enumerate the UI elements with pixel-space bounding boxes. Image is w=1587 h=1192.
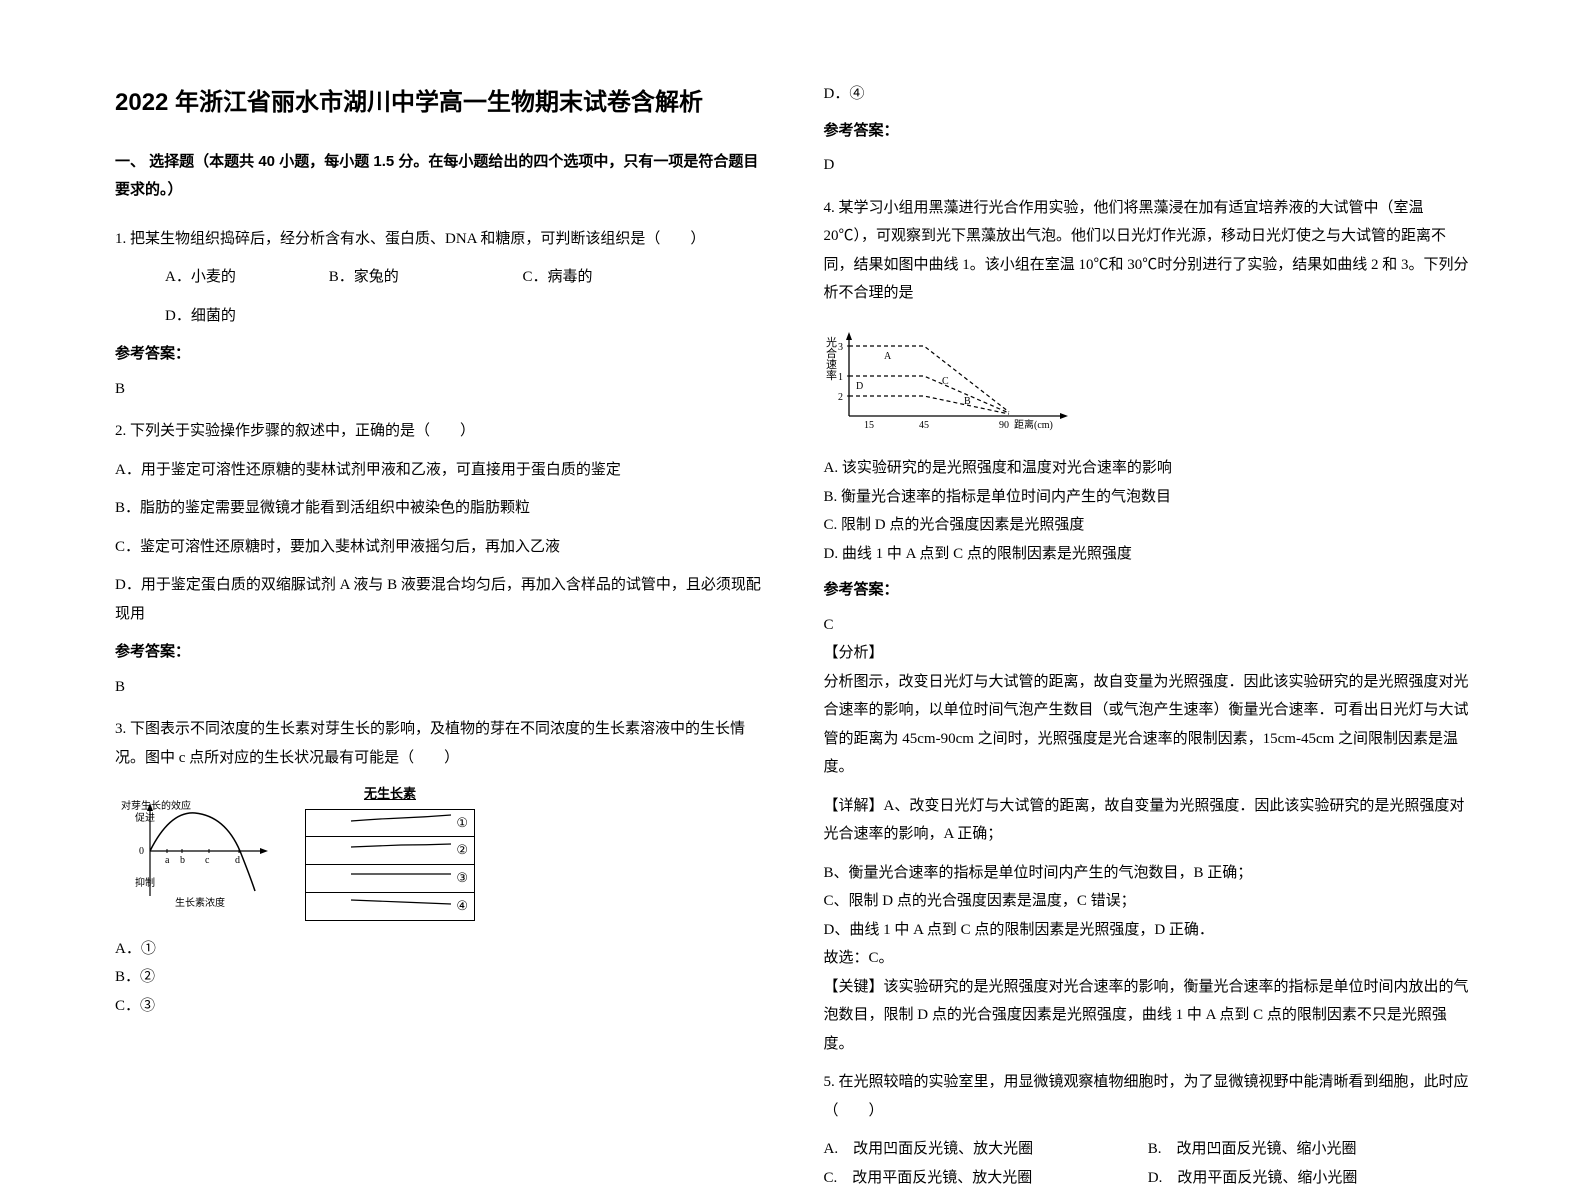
svg-text:A: A	[884, 351, 892, 362]
q4-series-1	[849, 376, 1009, 413]
svg-text:3: 3	[838, 342, 843, 353]
q1-opt-d: D．细菌的	[115, 302, 236, 331]
q3-opt-d: D．④	[824, 80, 1473, 109]
q4-light-chart: 光合速率 3 1 2 D 15 45 90 距离(cm) A C B	[824, 326, 1084, 436]
q3-row2: ②	[305, 837, 475, 865]
q2-text: 2. 下列关于实验操作步骤的叙述中，正确的是（ ）	[115, 417, 764, 446]
q2-opt-b: B．脂肪的鉴定需要显微镜才能看到活组织中被染色的脂肪颗粒	[115, 494, 764, 523]
svg-text:45: 45	[919, 420, 929, 431]
q3-xa: a	[165, 855, 170, 866]
q3-text: 3. 下图表示不同浓度的生长素对芽生长的影响，及植物的芽在不同浓度的生长素溶液中…	[115, 715, 764, 772]
q4-analysis-head: 【分析】	[824, 639, 1473, 668]
q2-answer-label: 参考答案：	[115, 638, 764, 667]
right-column: D．④ 参考答案： D 4. 某学习小组用黑藻进行光合作用实验，他们将黑藻浸在加…	[794, 80, 1488, 1082]
q1-options-row1: A．小麦的 B．家兔的 C．病毒的	[115, 263, 764, 292]
sprout-3-icon	[346, 866, 456, 878]
q3-opt-a: A．①	[115, 935, 764, 964]
svg-text:距离(cm): 距离(cm)	[1014, 418, 1053, 431]
q4-detail-b: B、衡量光合速率的指标是单位时间内产生的气泡数目，B 正确；	[824, 859, 1473, 888]
q4-analysis: 分析图示，改变日光灯与大试管的距离，故自变量为光照强度．因此该实验研究的是光照强…	[824, 668, 1473, 782]
q5-row1: A. 改用凹面反光镜、放大光圈 B. 改用凹面反光镜、缩小光圈	[824, 1135, 1473, 1164]
section-1-heading: 一、 选择题（本题共 40 小题，每小题 1.5 分。在每小题给出的四个选项中，…	[115, 148, 764, 205]
sprout-4-icon	[346, 894, 456, 906]
svg-text:1: 1	[838, 372, 843, 383]
q4-detail-head: 【详解】A、改变日光灯与大试管的距离，故自变量为光照强度．因此该实验研究的是光照…	[824, 792, 1473, 849]
q3-opt-b: B．②	[115, 963, 764, 992]
q2-answer: B	[115, 673, 764, 702]
q3-answer: D	[824, 151, 1473, 180]
q2-opt-c: C．鉴定可溶性还原糖时，要加入斐林试剂甲液摇匀后，再加入乙液	[115, 533, 764, 562]
q1-answer: B	[115, 375, 764, 404]
page-title: 2022 年浙江省丽水市湖川中学高一生物期末试卷含解析	[115, 80, 764, 126]
q3-ylabel-bot: 抑制	[135, 876, 155, 889]
q5-opt-c: C. 改用平面反光镜、放大光圈	[824, 1164, 1148, 1192]
q3-xb: b	[180, 855, 185, 866]
q4-detail-c: C、限制 D 点的光合强度因素是温度，C 错误；	[824, 887, 1473, 916]
q4-detail-d: D、曲线 1 中 A 点到 C 点的限制因素是光照强度，D 正确．	[824, 916, 1473, 945]
q3-row1: ①	[305, 809, 475, 838]
q3-figure-row: 对芽生长的效应 促进 0 抑制 a b c d 生长素浓度 无生长素	[115, 782, 764, 920]
q3-growth-chart: 对芽生长的效应 促进 0 抑制 a b c d 生长素浓度	[115, 791, 275, 911]
q5-text: 5. 在光照较暗的实验室里，用显微镜观察植物细胞时，为了显微镜视野中能清晰看到细…	[824, 1068, 1473, 1125]
svg-text:15: 15	[864, 420, 874, 431]
q4-opt-b: B. 衡量光合速率的指标是单位时间内产生的气泡数目	[824, 483, 1473, 512]
q3-row4: ④	[305, 893, 475, 921]
q5-opt-a: A. 改用凹面反光镜、放大光圈	[824, 1135, 1148, 1164]
svg-text:B: B	[964, 396, 971, 407]
q1-options-row2: D．细菌的	[115, 302, 764, 331]
q3-answer-label: 参考答案：	[824, 117, 1473, 146]
q1-answer-label: 参考答案：	[115, 340, 764, 369]
q4-conclude: 故选：C。	[824, 944, 1473, 973]
q1-opt-a: A．小麦的	[115, 263, 325, 292]
q3-xc: c	[205, 855, 210, 866]
q4-opt-d: D. 曲线 1 中 A 点到 C 点的限制因素是光照强度	[824, 540, 1473, 569]
q4-answer-label: 参考答案：	[824, 576, 1473, 605]
q1-text: 1. 把某生物组织捣碎后，经分析含有水、蛋白质、DNA 和糖原，可判断该组织是（…	[115, 225, 764, 254]
q5-opt-d: D. 改用平面反光镜、缩小光圈	[1148, 1164, 1472, 1192]
q5-row2: C. 改用平面反光镜、放大光圈 D. 改用平面反光镜、缩小光圈	[824, 1164, 1473, 1192]
q2-opt-d: D．用于鉴定蛋白质的双缩脲试剂 A 液与 B 液要混合均匀后，再加入含样品的试管…	[115, 571, 764, 628]
q5-opt-b: B. 改用凹面反光镜、缩小光圈	[1148, 1135, 1472, 1164]
q4-answer: C	[824, 611, 1473, 640]
q4-series-2	[849, 396, 1009, 414]
q3-opt-c: C．③	[115, 992, 764, 1021]
svg-text:C: C	[942, 376, 949, 387]
svg-text:90: 90	[999, 420, 1009, 431]
q3-hormone-table: 无生长素 ① ② ③ ④	[305, 782, 475, 920]
left-column: 2022 年浙江省丽水市湖川中学高一生物期末试卷含解析 一、 选择题（本题共 4…	[100, 80, 794, 1082]
q3-row3: ③	[305, 865, 475, 893]
q3-table-head: 无生长素	[305, 782, 475, 807]
q4-key: 【关键】该实验研究的是光照强度对光合速率的影响，衡量光合速率的指标是单位时间内放…	[824, 973, 1473, 1059]
q1-opt-b: B．家兔的	[329, 263, 519, 292]
svg-text:D: D	[856, 381, 863, 392]
sprout-1-icon	[346, 811, 456, 823]
q3-ylabel-mid: 0	[139, 846, 144, 857]
svg-text:2: 2	[838, 392, 843, 403]
q1-opt-c: C．病毒的	[523, 263, 593, 292]
q3-ylabel-top: 促进	[135, 811, 155, 824]
q4-opt-a: A. 该实验研究的是光照强度和温度对光合速率的影响	[824, 454, 1473, 483]
q3-xd: d	[235, 855, 240, 866]
q4-opt-c: C. 限制 D 点的光合强度因素是光照强度	[824, 511, 1473, 540]
q2-opt-a: A．用于鉴定可溶性还原糖的斐林试剂甲液和乙液，可直接用于蛋白质的鉴定	[115, 456, 764, 485]
q3-ylabel-outer: 对芽生长的效应	[121, 799, 191, 812]
q4-text: 4. 某学习小组用黑藻进行光合作用实验，他们将黑藻浸在加有适宜培养液的大试管中（…	[824, 194, 1473, 308]
sprout-2-icon	[346, 838, 456, 850]
q4-ylabel: 光合速率	[826, 335, 837, 382]
q3-xlabel: 生长素浓度	[175, 896, 225, 909]
